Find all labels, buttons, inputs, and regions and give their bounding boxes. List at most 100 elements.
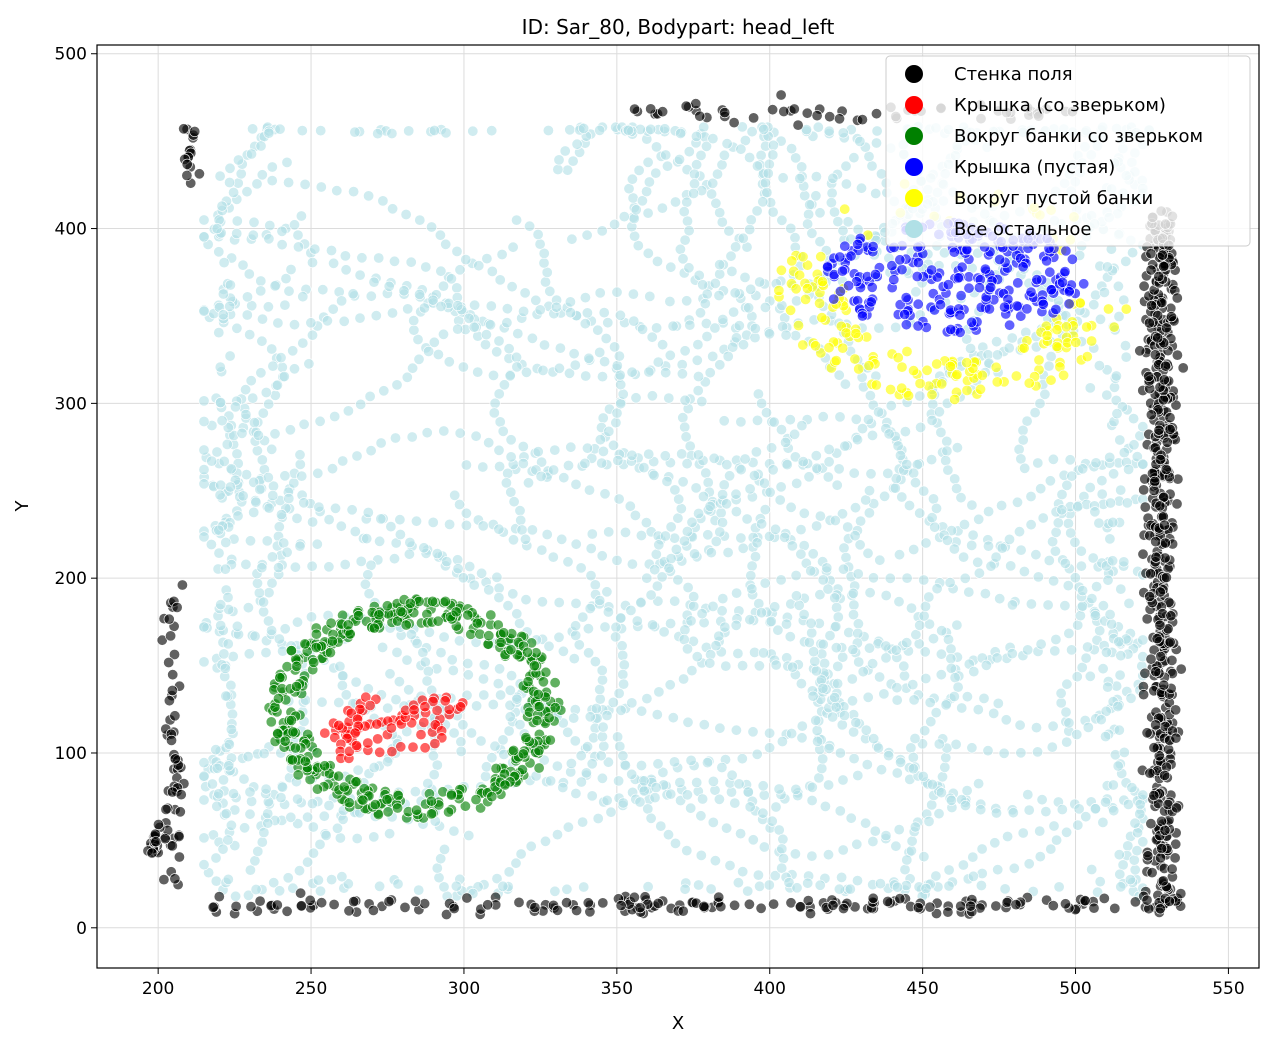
scatter-point xyxy=(160,803,172,815)
scatter-point xyxy=(999,301,1011,313)
scatter-point xyxy=(302,856,314,868)
scatter-point xyxy=(713,289,725,301)
scatter-point xyxy=(1048,820,1060,832)
scatter-point xyxy=(626,697,638,709)
scatter-point xyxy=(256,313,268,325)
scatter-point xyxy=(169,753,181,765)
scatter-point xyxy=(252,429,264,441)
scatter-point xyxy=(958,518,970,530)
scatter-point xyxy=(707,133,719,145)
scatter-point xyxy=(844,883,856,895)
scatter-point xyxy=(878,688,890,700)
scatter-point xyxy=(688,168,700,180)
scatter-point xyxy=(210,875,222,887)
y-tick-label: 100 xyxy=(55,744,87,764)
scatter-point xyxy=(780,618,792,630)
scatter-point xyxy=(279,470,291,482)
scatter-point xyxy=(369,799,381,811)
scatter-point xyxy=(722,350,734,362)
scatter-point xyxy=(683,225,695,237)
scatter-point xyxy=(710,535,722,547)
scatter-point xyxy=(287,726,299,738)
scatter-point xyxy=(326,463,338,475)
scatter-point xyxy=(692,385,704,397)
scatter-point xyxy=(976,843,988,855)
scatter-point xyxy=(660,367,672,379)
scatter-point xyxy=(836,871,848,883)
scatter-point xyxy=(566,233,578,245)
scatter-point xyxy=(1165,610,1177,622)
scatter-point xyxy=(455,745,467,757)
scatter-point xyxy=(927,493,939,505)
scatter-point xyxy=(526,332,538,344)
scatter-point xyxy=(776,843,788,855)
scatter-point xyxy=(1107,779,1119,791)
scatter-point xyxy=(522,477,534,489)
scatter-point xyxy=(580,767,592,779)
scatter-point xyxy=(665,521,677,533)
scatter-point xyxy=(867,241,879,253)
scatter-point xyxy=(443,356,455,368)
scatter-point xyxy=(827,711,839,723)
scatter-point xyxy=(684,440,696,452)
scatter-point xyxy=(316,897,328,909)
scatter-point xyxy=(334,660,346,672)
scatter-point xyxy=(848,753,860,765)
scatter-point xyxy=(912,320,924,332)
scatter-point xyxy=(863,485,875,497)
scatter-point xyxy=(656,202,668,214)
scatter-point xyxy=(538,257,550,269)
scatter-point xyxy=(320,829,332,841)
scatter-point xyxy=(577,816,589,828)
scatter-point xyxy=(704,500,716,512)
scatter-point xyxy=(565,307,577,319)
scatter-point xyxy=(428,125,440,137)
scatter-point xyxy=(586,528,598,540)
scatter-point xyxy=(602,756,614,768)
scatter-point xyxy=(863,642,875,654)
scatter-point xyxy=(556,533,568,545)
scatter-point xyxy=(912,298,924,310)
scatter-point xyxy=(866,281,878,293)
scatter-point xyxy=(553,154,565,166)
scatter-point xyxy=(470,794,482,806)
scatter-point xyxy=(223,738,235,750)
scatter-point xyxy=(1059,557,1071,569)
scatter-point xyxy=(924,901,936,913)
scatter-point xyxy=(827,899,839,911)
scatter-point xyxy=(723,225,735,237)
scatter-point xyxy=(650,167,662,179)
x-tick-label: 350 xyxy=(601,979,633,999)
scatter-point xyxy=(237,490,249,502)
scatter-point xyxy=(511,693,523,705)
scatter-point xyxy=(266,577,278,589)
scatter-point xyxy=(985,281,997,293)
scatter-point xyxy=(889,482,901,494)
scatter-point xyxy=(941,534,953,546)
scatter-point xyxy=(780,329,792,341)
scatter-point xyxy=(689,548,701,560)
scatter-point xyxy=(709,322,721,334)
scatter-point xyxy=(698,617,710,629)
scatter-point xyxy=(1059,266,1071,278)
scatter-point xyxy=(1128,413,1140,425)
scatter-point xyxy=(804,908,816,920)
scatter-point xyxy=(767,149,779,161)
scatter-point xyxy=(677,905,689,917)
scatter-point xyxy=(701,330,713,342)
scatter-point xyxy=(672,512,684,524)
scatter-point xyxy=(626,449,638,461)
scatter-point xyxy=(579,457,591,469)
scatter-point xyxy=(619,526,631,538)
scatter-point xyxy=(493,582,505,594)
scatter-point xyxy=(628,891,640,903)
legend-label: Крышка (пустая) xyxy=(954,157,1115,178)
scatter-point xyxy=(551,904,563,916)
scatter-point xyxy=(1115,650,1127,662)
scatter-point xyxy=(729,899,741,911)
scatter-point xyxy=(1141,613,1153,625)
scatter-point xyxy=(989,837,1001,849)
scatter-point xyxy=(596,731,608,743)
scatter-point xyxy=(1072,619,1084,631)
scatter-point xyxy=(611,360,623,372)
